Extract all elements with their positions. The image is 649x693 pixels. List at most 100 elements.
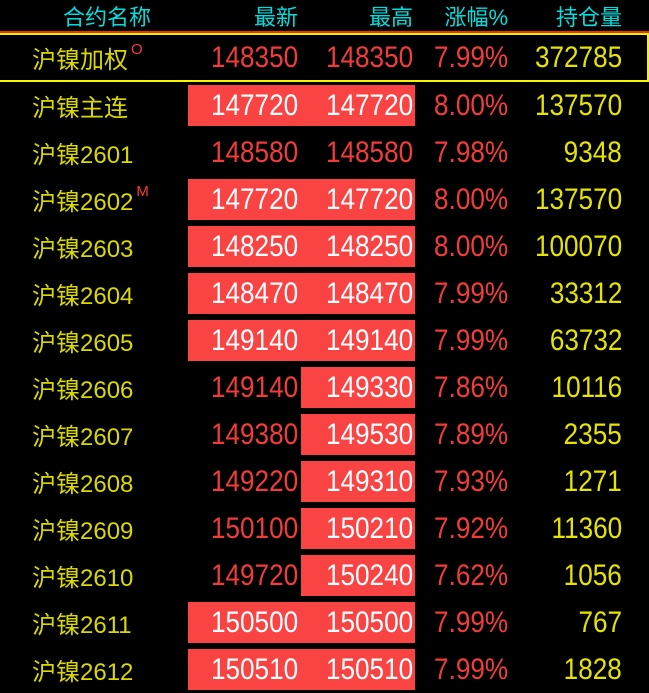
high-price: 149530 xyxy=(325,417,413,451)
column-header-contract-name[interactable]: 合约名称 xyxy=(62,5,151,30)
high-cell: 150240 xyxy=(301,552,415,599)
change-percent: 7.99% xyxy=(433,323,508,357)
table-row[interactable]: 沪镍2602 M 147720 147720 8.00% 137570 xyxy=(0,176,649,223)
open-interest-cell: 137570 xyxy=(510,82,622,129)
table-row[interactable]: 沪镍主连 147720 147720 8.00% 137570 xyxy=(0,82,649,129)
latest-price: 148580 xyxy=(210,135,298,169)
open-interest: 1056 xyxy=(563,558,622,592)
latest-cell: 148470 xyxy=(188,270,301,317)
contract-name: 沪镍2601 xyxy=(32,142,134,169)
latest-cell: 148250 xyxy=(188,223,301,270)
contract-name: 沪镍2605 xyxy=(32,330,134,357)
latest-cell: 150100 xyxy=(188,505,301,552)
high-price: 147720 xyxy=(325,88,413,122)
open-interest: 63732 xyxy=(549,323,622,357)
column-header-open-interest[interactable]: 持仓量 xyxy=(555,5,622,30)
table-row[interactable]: 沪镍2608 149220 149310 7.93% 1271 xyxy=(0,458,649,505)
open-interest: 100070 xyxy=(534,229,622,263)
high-cell: 149310 xyxy=(301,458,415,505)
high-price: 148580 xyxy=(325,135,413,169)
high-cell: 148350 xyxy=(301,35,415,80)
latest-price: 147720 xyxy=(210,88,298,122)
change-percent-cell: 7.86% xyxy=(415,364,510,411)
latest-cell: 149720 xyxy=(188,552,301,599)
table-row[interactable]: 沪镍加权 O 148350 148350 7.99% 372785 xyxy=(0,33,649,82)
change-percent: 8.00% xyxy=(433,88,508,122)
latest-cell: 150510 xyxy=(188,646,301,693)
open-interest-cell: 2355 xyxy=(510,411,622,458)
column-header-latest[interactable]: 最新 xyxy=(253,5,298,30)
change-percent: 7.98% xyxy=(433,135,508,169)
latest-cell: 149140 xyxy=(188,364,301,411)
high-cell: 149140 xyxy=(301,317,415,364)
open-interest-cell: 11360 xyxy=(510,505,622,552)
high-cell: 148580 xyxy=(301,129,415,176)
high-cell: 150500 xyxy=(301,599,415,646)
table-row[interactable]: 沪镍2603 148250 148250 8.00% 100070 xyxy=(0,223,649,270)
contract-name-cell: 沪镍2608 xyxy=(0,458,188,505)
latest-cell: 147720 xyxy=(188,176,301,223)
table-row[interactable]: 沪镍2601 148580 148580 7.98% 9348 xyxy=(0,129,649,176)
high-cell: 149330 xyxy=(301,364,415,411)
change-percent: 7.99% xyxy=(433,40,508,74)
contract-name: 沪镍2602 xyxy=(32,189,134,216)
open-interest: 2355 xyxy=(563,417,622,451)
open-interest: 1828 xyxy=(563,652,622,686)
contract-name-cell: 沪镍2604 xyxy=(0,270,188,317)
latest-price: 150100 xyxy=(210,511,298,545)
high-price: 148250 xyxy=(325,229,413,263)
latest-cell: 150500 xyxy=(188,599,301,646)
open-interest-cell: 767 xyxy=(510,599,622,646)
high-cell: 147720 xyxy=(301,176,415,223)
change-percent: 7.89% xyxy=(433,417,508,451)
change-percent-cell: 8.00% xyxy=(415,176,510,223)
change-percent-cell: 7.99% xyxy=(415,317,510,364)
high-price: 149310 xyxy=(325,464,413,498)
change-percent-cell: 7.98% xyxy=(415,129,510,176)
change-percent: 7.99% xyxy=(433,652,508,686)
latest-price: 148350 xyxy=(210,40,298,74)
change-percent-cell: 7.99% xyxy=(415,599,510,646)
column-header-change-percent[interactable]: 涨幅% xyxy=(444,5,508,30)
table-row[interactable]: 沪镍2610 149720 150240 7.62% 1056 xyxy=(0,552,649,599)
change-percent: 8.00% xyxy=(433,182,508,216)
change-percent-cell: 8.00% xyxy=(415,82,510,129)
contract-name-cell: 沪镍2605 xyxy=(0,317,188,364)
high-price: 148470 xyxy=(325,276,413,310)
open-interest-cell: 33312 xyxy=(510,270,622,317)
high-price: 148350 xyxy=(325,40,413,74)
high-cell: 148470 xyxy=(301,270,415,317)
table-row[interactable]: 沪镍2609 150100 150210 7.92% 11360 xyxy=(0,505,649,552)
table-body: 沪镍加权 O 148350 148350 7.99% 372785 沪镍主连 14… xyxy=(0,33,649,693)
change-percent: 7.92% xyxy=(433,511,508,545)
contract-name-cell: 沪镍2610 xyxy=(0,552,188,599)
high-price: 147720 xyxy=(325,182,413,216)
contract-name: 沪镍主连 xyxy=(32,95,128,122)
contract-name: 沪镍加权 xyxy=(32,47,128,74)
table-row[interactable]: 沪镍2606 149140 149330 7.86% 10116 xyxy=(0,364,649,411)
open-interest-cell: 9348 xyxy=(510,129,622,176)
contract-name-cell: 沪镍2601 xyxy=(0,129,188,176)
change-percent-cell: 7.93% xyxy=(415,458,510,505)
open-interest: 10116 xyxy=(551,370,622,404)
latest-price: 148470 xyxy=(210,276,298,310)
latest-price: 149140 xyxy=(210,323,298,357)
column-header-high[interactable]: 最高 xyxy=(368,5,413,30)
high-cell: 148250 xyxy=(301,223,415,270)
high-cell: 149530 xyxy=(301,411,415,458)
open-interest: 372785 xyxy=(534,40,622,74)
high-price: 150210 xyxy=(325,511,413,545)
open-interest: 11360 xyxy=(551,511,622,545)
change-percent: 7.86% xyxy=(433,370,508,404)
table-row[interactable]: 沪镍2611 150500 150500 7.99% 767 xyxy=(0,599,649,646)
contract-name: 沪镍2612 xyxy=(32,659,134,686)
high-cell: 150210 xyxy=(301,505,415,552)
latest-price: 150510 xyxy=(210,652,298,686)
table-row[interactable]: 沪镍2612 150510 150510 7.99% 1828 xyxy=(0,646,649,693)
latest-price: 148250 xyxy=(210,229,298,263)
open-interest: 767 xyxy=(578,605,622,639)
table-row[interactable]: 沪镍2607 149380 149530 7.89% 2355 xyxy=(0,411,649,458)
table-row[interactable]: 沪镍2605 149140 149140 7.99% 63732 xyxy=(0,317,649,364)
table-row[interactable]: 沪镍2604 148470 148470 7.99% 33312 xyxy=(0,270,649,317)
